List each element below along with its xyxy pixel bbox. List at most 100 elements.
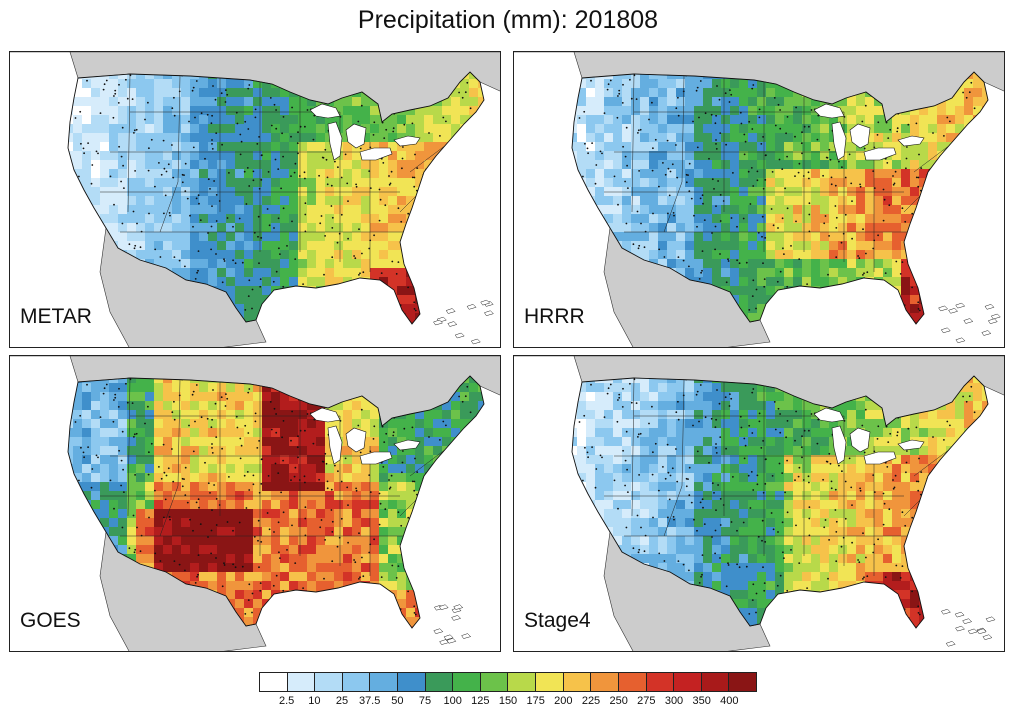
conus-outline [571, 71, 989, 325]
great-lake [359, 147, 393, 161]
colorbar-tick-label: 400 [720, 695, 739, 707]
colorbar-tick-label: 275 [637, 695, 656, 707]
colorbar-swatch [591, 673, 619, 691]
panel-goes: GOES [9, 355, 501, 652]
map-stage4 [514, 356, 1004, 651]
island [954, 611, 965, 618]
great-lake [345, 427, 367, 453]
island [484, 310, 494, 316]
island [454, 332, 465, 339]
colorbar-swatch [508, 673, 537, 691]
figure-title: Precipitation (mm): 201808 [357, 6, 659, 34]
panel-label: METAR [20, 305, 92, 328]
colorbar-tick-label: 37.5 [358, 695, 381, 707]
island [987, 318, 998, 324]
island [981, 330, 992, 336]
great-lake [359, 451, 393, 465]
island [948, 308, 959, 314]
colorbar-swatch [480, 673, 509, 691]
great-lake [897, 135, 925, 147]
colorbar-tick-label: 350 [692, 695, 711, 707]
colorbar-tick-label: 200 [554, 695, 573, 707]
colorbar-tick-label: 75 [418, 695, 432, 707]
station-dots [572, 376, 988, 628]
colorbar-swatch [398, 673, 426, 691]
great-lake [813, 407, 845, 423]
island [443, 634, 454, 641]
panel-label: HRRR [524, 305, 585, 328]
colorbar-tick-label: 10 [308, 695, 321, 707]
colorbar-tick-label: 250 [609, 695, 628, 707]
island [962, 618, 973, 624]
island [985, 616, 996, 623]
colorbar-tick-label: 2.5 [279, 695, 295, 707]
great-lake [863, 451, 897, 465]
island [963, 318, 974, 324]
great-lake [831, 425, 847, 465]
conus-outline [67, 71, 485, 325]
colorbar-tick-label: 25 [335, 695, 349, 707]
map-goes [10, 356, 500, 651]
great-lake [309, 407, 341, 423]
great-lake [393, 135, 421, 147]
great-lake [897, 439, 925, 451]
island [976, 628, 987, 635]
map-hrrr [514, 52, 1004, 347]
island [446, 638, 457, 644]
island [938, 305, 949, 312]
panel-hrrr: HRRR [513, 51, 1005, 348]
island [990, 313, 1001, 320]
colorbar-swatch [536, 673, 564, 691]
great-lake [849, 123, 871, 149]
colorbar-swatch [287, 673, 316, 691]
island [955, 337, 966, 344]
island [433, 319, 443, 326]
colorbar-swatch [618, 673, 647, 691]
island [480, 299, 491, 306]
colorbar-swatch [370, 673, 399, 691]
island [955, 302, 966, 309]
island [945, 641, 956, 647]
conus-outline [67, 375, 485, 629]
island [453, 604, 464, 610]
colorbar-tick-label: 100 [443, 695, 462, 707]
panel-metar: METAR [9, 51, 501, 348]
island [451, 615, 462, 621]
colorbar-swatch [563, 673, 592, 691]
conus-outline [571, 375, 989, 629]
colorbar-labels: 2.5 10 25 37.5 50 75 100 125 150 175 200 225 250 275 3… [259, 695, 757, 711]
island [433, 628, 444, 634]
island [940, 327, 951, 334]
colorbar-swatch [260, 673, 288, 691]
colorbar-tick-label: 225 [581, 695, 601, 707]
great-lake [327, 121, 343, 161]
colorbar-tick-label: 150 [498, 695, 518, 707]
island [941, 608, 951, 615]
great-lake [327, 425, 343, 465]
great-lake [393, 439, 421, 451]
panel-label: Stage4 [524, 609, 591, 632]
colorbar [259, 672, 757, 692]
island [982, 634, 993, 640]
island [438, 604, 449, 610]
colorbar-tick-label: 175 [526, 695, 545, 707]
island [470, 338, 481, 345]
map-metar [10, 52, 500, 347]
colorbar-swatch [453, 673, 481, 691]
great-lake [831, 121, 847, 161]
island [955, 625, 965, 632]
great-lake [863, 147, 897, 161]
great-lake [813, 103, 845, 119]
colorbar-swatch [729, 673, 756, 691]
panel-stage4: Stage4 [513, 355, 1005, 652]
island [466, 304, 477, 310]
state-boundaries [604, 73, 955, 272]
island [447, 321, 458, 327]
island [967, 628, 978, 635]
colorbar-swatch [315, 673, 343, 691]
island [984, 304, 995, 310]
panel-label: GOES [20, 609, 81, 632]
colorbar-swatch [342, 673, 371, 691]
colorbar-tick-label: 125 [471, 695, 490, 707]
island [461, 633, 472, 639]
